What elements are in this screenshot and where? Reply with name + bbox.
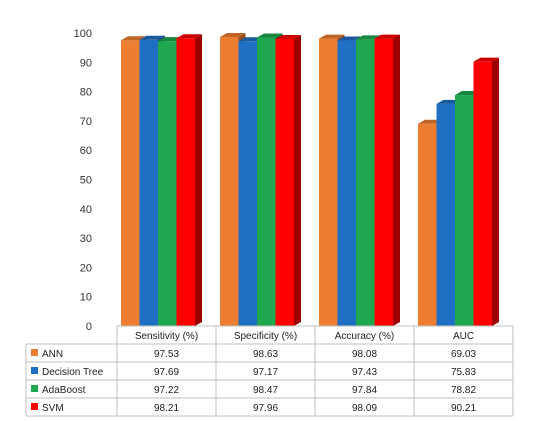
data-label: 97.96 bbox=[253, 403, 278, 414]
y-tick-label: 30 bbox=[80, 233, 92, 245]
bar-top bbox=[121, 36, 147, 41]
bar-side bbox=[492, 57, 499, 327]
data-label: 98.63 bbox=[253, 349, 278, 360]
bar-top bbox=[139, 35, 165, 40]
table-row: SVM 98.21 97.96 98.09 90.21 bbox=[31, 403, 476, 414]
data-label: 97.22 bbox=[154, 385, 179, 396]
data-table: Sensitivity (%) Specificity (%) Accuracy (… bbox=[25, 325, 514, 417]
bar-side bbox=[294, 34, 301, 326]
bar-front bbox=[418, 123, 437, 327]
category-label: Specificity (%) bbox=[234, 331, 297, 342]
bar-top bbox=[176, 34, 202, 39]
bar-front bbox=[220, 37, 239, 326]
bar bbox=[275, 34, 301, 326]
bar-front bbox=[158, 41, 177, 327]
data-label: 97.17 bbox=[253, 367, 278, 378]
data-label: 75.83 bbox=[451, 367, 476, 378]
y-tick-label: 50 bbox=[80, 175, 92, 187]
bars bbox=[121, 33, 499, 327]
bar-front bbox=[238, 41, 257, 326]
category-label: AUC bbox=[453, 331, 474, 342]
y-tick-label: 0 bbox=[86, 321, 92, 333]
table-row: ANN 97.53 98.63 98.08 69.03 bbox=[31, 349, 476, 360]
bar-top bbox=[319, 34, 345, 39]
bar bbox=[473, 57, 499, 327]
legend-entry: AdaBoost bbox=[42, 385, 86, 396]
legend-swatch bbox=[31, 385, 38, 392]
data-label: 98.21 bbox=[154, 403, 179, 414]
data-label: 97.69 bbox=[154, 367, 179, 378]
bar-front bbox=[176, 38, 195, 327]
bar-front bbox=[121, 40, 140, 327]
data-label: 98.47 bbox=[253, 385, 278, 396]
data-label: 90.21 bbox=[451, 403, 476, 414]
bar-side bbox=[195, 34, 202, 327]
legend-swatch bbox=[31, 403, 38, 410]
category-label: Accuracy (%) bbox=[335, 331, 394, 342]
bar-front bbox=[473, 61, 492, 327]
bar-side bbox=[393, 34, 400, 326]
y-axis: 0 10 20 30 40 50 60 70 80 90 100 bbox=[74, 28, 92, 333]
data-label: 78.82 bbox=[451, 385, 476, 396]
table-row: Decision Tree 97.69 97.17 97.43 75.83 bbox=[31, 367, 476, 378]
bar bbox=[176, 34, 202, 327]
legend-swatch bbox=[31, 367, 38, 374]
bar-front bbox=[275, 38, 294, 326]
bar-front bbox=[139, 39, 158, 326]
data-label: 98.09 bbox=[352, 403, 377, 414]
y-tick-label: 60 bbox=[80, 145, 92, 157]
y-tick-label: 80 bbox=[80, 87, 92, 99]
bar-front bbox=[374, 38, 393, 326]
category-label: Sensitivity (%) bbox=[135, 331, 198, 342]
y-tick-label: 20 bbox=[80, 262, 92, 274]
bar-top bbox=[275, 34, 301, 39]
y-tick-label: 40 bbox=[80, 204, 92, 216]
legend-entry: ANN bbox=[42, 349, 63, 360]
bar-front bbox=[436, 103, 455, 326]
data-label: 98.08 bbox=[352, 349, 377, 360]
bar bbox=[374, 34, 400, 326]
bar-top bbox=[473, 57, 499, 62]
bar-front bbox=[337, 40, 356, 327]
data-label: 97.53 bbox=[154, 349, 179, 360]
bar-front bbox=[319, 38, 338, 326]
legend-entry: Decision Tree bbox=[42, 367, 104, 378]
y-tick-label: 70 bbox=[80, 116, 92, 128]
y-tick-label: 90 bbox=[80, 57, 92, 69]
y-tick-label: 100 bbox=[74, 28, 92, 40]
data-label: 69.03 bbox=[451, 349, 476, 360]
data-label: 97.43 bbox=[352, 367, 377, 378]
legend-entry: SVM bbox=[42, 403, 64, 414]
table-row: AdaBoost 97.22 98.47 97.84 78.82 bbox=[31, 385, 476, 396]
bar-top bbox=[374, 34, 400, 39]
bar-front bbox=[455, 95, 474, 326]
bar-front bbox=[356, 39, 375, 327]
legend-swatch bbox=[31, 349, 38, 356]
bar-front bbox=[257, 37, 276, 326]
y-tick-label: 10 bbox=[80, 292, 92, 304]
data-label: 97.84 bbox=[352, 385, 377, 396]
bar-top bbox=[257, 33, 283, 38]
bar-top bbox=[220, 33, 246, 38]
